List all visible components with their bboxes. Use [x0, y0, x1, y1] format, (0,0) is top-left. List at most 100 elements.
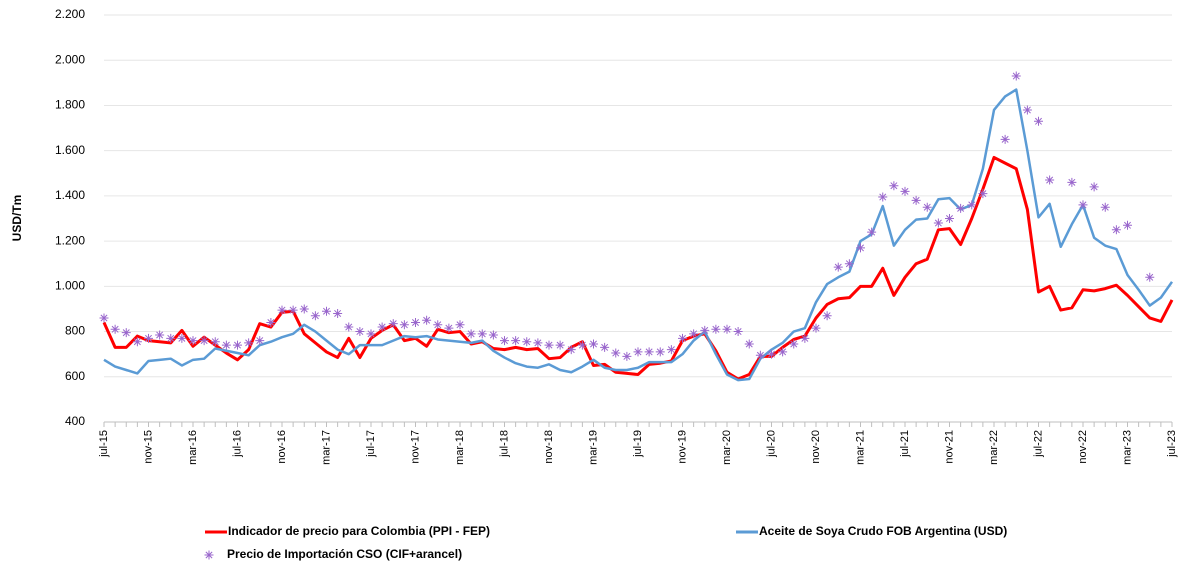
x-tick-label: jul-19 — [632, 430, 644, 458]
star-marker — [755, 350, 765, 360]
star-marker — [1000, 134, 1010, 144]
star-marker — [1089, 182, 1099, 192]
x-tick-label: mar-18 — [454, 430, 466, 465]
x-tick-label: nov-19 — [676, 430, 688, 464]
star-marker — [900, 186, 910, 196]
star-marker — [555, 340, 565, 350]
star-marker — [388, 319, 398, 329]
star-marker — [488, 330, 498, 340]
star-marker — [411, 318, 420, 328]
star-marker — [444, 323, 454, 333]
star-marker — [299, 304, 309, 314]
x-tick-label: mar-23 — [1121, 430, 1133, 465]
star-marker — [277, 305, 287, 315]
star-marker — [589, 339, 598, 349]
star-marker — [399, 320, 409, 330]
star-marker — [644, 347, 654, 357]
star-marker — [1123, 220, 1132, 230]
star-marker — [288, 305, 298, 315]
x-tick-label: mar-17 — [320, 430, 332, 465]
star-marker — [433, 320, 443, 330]
x-tick-label: jul-23 — [1166, 430, 1178, 458]
star-marker — [266, 318, 276, 328]
star-marker — [1067, 177, 1077, 187]
star-marker — [833, 262, 843, 272]
legend-label: Precio de Importación CSO (CIF+arancel) — [227, 547, 462, 561]
star-marker — [856, 243, 865, 253]
y-tick-label: 1.800 — [55, 98, 85, 112]
y-axis-label: USD/Tm — [10, 195, 24, 242]
star-marker — [121, 328, 131, 338]
star-marker — [511, 336, 521, 346]
star-marker — [978, 189, 988, 199]
x-tick-label: nov-17 — [409, 430, 421, 464]
star-marker — [355, 327, 365, 337]
star-marker — [322, 306, 331, 316]
legend-swatch — [204, 550, 214, 560]
star-marker — [366, 329, 376, 339]
x-tick-label: jul-15 — [98, 430, 110, 458]
star-marker — [577, 340, 587, 350]
y-tick-label: 400 — [65, 414, 85, 428]
x-tick-label: jul-22 — [1032, 430, 1044, 458]
series-line — [102, 155, 1174, 381]
x-tick-label: jul-21 — [899, 430, 911, 458]
x-tick-label: jul-18 — [498, 430, 510, 458]
legend-label: Aceite de Soya Crudo FOB Argentina (USD) — [759, 524, 1007, 538]
star-marker — [611, 348, 621, 358]
x-tick-label: nov-20 — [810, 430, 822, 464]
y-tick-label: 2.000 — [55, 52, 85, 66]
star-marker — [422, 315, 432, 325]
star-marker — [767, 349, 776, 359]
star-marker — [922, 202, 932, 212]
star-marker — [600, 342, 610, 352]
star-marker — [544, 340, 554, 350]
star-marker — [522, 337, 532, 347]
x-tick-label: nov-18 — [543, 430, 555, 464]
star-marker — [789, 339, 799, 349]
y-tick-label: 600 — [65, 369, 85, 383]
y-tick-label: 800 — [65, 324, 85, 338]
star-marker — [1022, 105, 1032, 115]
x-tick-label: mar-21 — [854, 430, 866, 465]
star-marker — [811, 323, 821, 333]
star-marker — [244, 338, 254, 348]
star-marker — [132, 337, 142, 347]
star-marker — [155, 330, 165, 340]
star-marker — [878, 192, 888, 202]
star-marker — [844, 259, 854, 269]
star-marker — [233, 340, 242, 350]
x-tick-label: jul-20 — [765, 430, 777, 458]
star-marker — [655, 347, 665, 357]
y-tick-label: 2.200 — [55, 7, 85, 21]
x-tick-label: nov-22 — [1077, 430, 1089, 464]
x-tick-label: mar-20 — [721, 430, 733, 465]
star-marker — [500, 336, 509, 346]
x-tick-label: nov-16 — [276, 430, 288, 464]
star-marker — [800, 333, 810, 343]
star-marker — [1034, 116, 1043, 126]
y-tick-label: 1.400 — [55, 188, 85, 202]
star-marker — [733, 327, 743, 337]
star-marker — [622, 351, 632, 361]
y-tick-label: 1.600 — [55, 143, 85, 157]
star-marker — [210, 337, 220, 347]
star-marker — [166, 333, 176, 343]
star-marker — [867, 227, 877, 237]
star-marker — [967, 200, 977, 210]
star-marker — [221, 340, 231, 350]
star-marker — [700, 325, 710, 335]
star-marker — [199, 336, 209, 346]
star-marker — [911, 195, 921, 205]
star-marker — [1078, 200, 1088, 210]
x-tick-label: nov-21 — [943, 430, 955, 464]
series-line — [103, 88, 1174, 382]
y-tick-label: 1.200 — [55, 233, 85, 247]
x-tick-label: mar-19 — [587, 430, 599, 465]
star-marker — [1100, 202, 1110, 212]
star-marker — [377, 322, 387, 332]
star-marker — [945, 214, 954, 223]
star-marker — [1011, 71, 1021, 81]
star-marker — [633, 347, 643, 357]
star-marker — [1145, 272, 1155, 282]
